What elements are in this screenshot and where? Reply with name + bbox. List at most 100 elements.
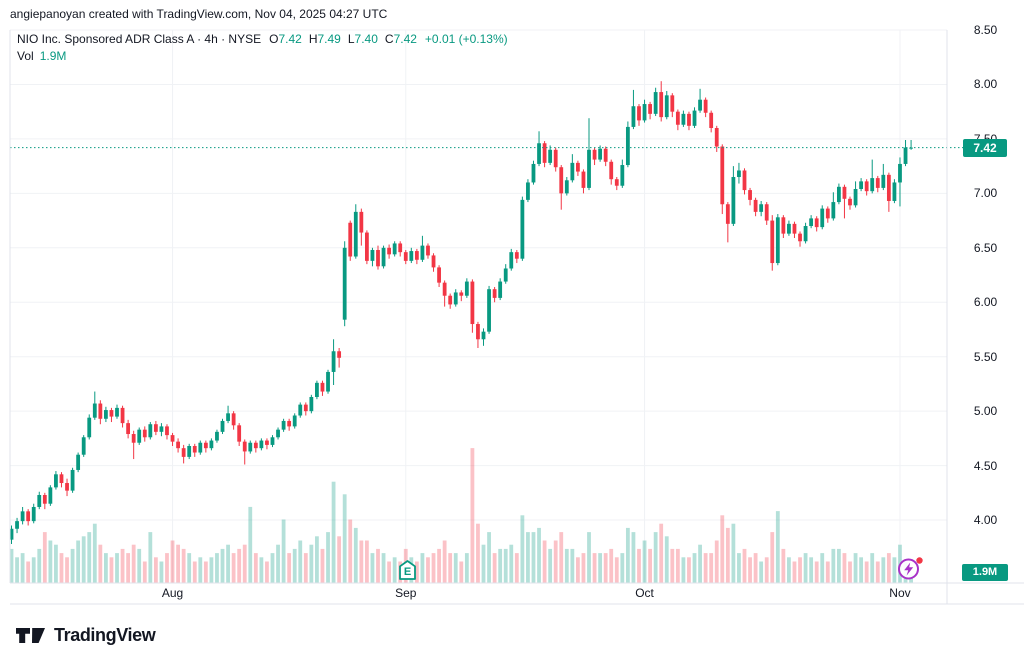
time-axis-label: Nov — [889, 586, 911, 600]
candle-body — [392, 243, 397, 255]
volume-bar — [459, 561, 464, 583]
volume-bar — [498, 548, 503, 583]
candle-body — [698, 99, 702, 111]
volume-bar — [142, 561, 147, 583]
volume-bar — [81, 536, 86, 583]
volume-bar — [620, 553, 625, 583]
candle-body — [76, 454, 81, 470]
volume-bar — [648, 548, 652, 583]
volume-bar — [431, 553, 436, 583]
volume-bar — [775, 511, 780, 583]
tradingview-logo[interactable]: TradingView — [15, 625, 156, 646]
candle-body — [403, 252, 408, 261]
candle-body — [459, 292, 464, 296]
candle-body — [453, 292, 458, 305]
candle-body — [203, 442, 208, 449]
volume-bar — [442, 540, 447, 583]
candle-body — [903, 147, 908, 164]
candle-body — [553, 149, 558, 168]
volume-bar — [553, 540, 558, 583]
candle-body — [248, 442, 253, 452]
candle-body — [309, 396, 314, 412]
candle-body — [265, 440, 269, 445]
volume-bar — [20, 553, 25, 583]
candle-body — [737, 170, 741, 178]
volume-bar — [253, 553, 258, 583]
candle-body — [409, 251, 414, 261]
volume-bar — [581, 553, 586, 583]
candle-body — [9, 528, 14, 540]
volume-bar — [198, 557, 203, 583]
candle-body — [303, 404, 308, 412]
volume-bar — [187, 553, 192, 583]
volume-bar — [381, 553, 386, 583]
candle-body — [181, 448, 186, 457]
volume-bar — [320, 548, 325, 583]
candle-body — [348, 222, 353, 257]
volume-bar — [414, 561, 419, 583]
time-axis[interactable]: Aug Sep Oct Nov — [0, 585, 1024, 604]
candle-body — [426, 245, 430, 256]
symbol-title[interactable]: NIO Inc. Sponsored ADR Class A · 4h · NY… — [17, 32, 262, 46]
candle-body — [292, 415, 297, 427]
volume-bar — [659, 523, 664, 583]
volume-bar — [576, 557, 580, 583]
candle-body — [703, 99, 708, 113]
earnings-letter: E — [404, 566, 411, 578]
symbol-legend[interactable]: NIO Inc. Sponsored ADR Class A · 4h · NY… — [17, 32, 508, 63]
candle-body — [681, 113, 686, 125]
candle-body — [770, 220, 775, 264]
candle-body — [559, 167, 564, 194]
candle-body — [326, 371, 330, 392]
candle-body — [664, 95, 669, 118]
candle-body — [759, 204, 764, 212]
volume-bar — [281, 519, 286, 583]
candle-body — [487, 289, 491, 332]
candle-body — [448, 295, 453, 305]
price-tick-label: 5.00 — [973, 404, 998, 419]
candle-body — [548, 149, 553, 163]
candle-body — [870, 178, 875, 192]
candle-body — [414, 251, 419, 260]
volume-bar — [276, 544, 280, 583]
volume-bar — [326, 532, 330, 583]
volume-bar — [892, 557, 897, 583]
candle-body — [775, 217, 780, 264]
candle-body — [220, 420, 225, 432]
volume-bar — [287, 553, 292, 583]
volume-bar — [259, 557, 264, 583]
volume-bar — [364, 540, 369, 583]
alert-lightning-icon[interactable] — [897, 556, 924, 582]
volume-bar — [598, 553, 603, 583]
volume-bar — [331, 481, 336, 583]
volume-bar — [759, 561, 764, 583]
candle-body — [470, 281, 475, 325]
volume-bar — [148, 532, 153, 583]
candle-body — [31, 506, 36, 522]
volume-bar — [303, 553, 308, 583]
volume-bar — [781, 548, 786, 583]
earnings-icon[interactable]: E — [399, 560, 417, 580]
volume-bar — [481, 544, 486, 583]
volume-bar — [115, 553, 119, 583]
candle-body — [481, 331, 486, 340]
volume-bar — [848, 561, 852, 583]
volume-bar — [292, 548, 297, 583]
volume-bar — [631, 532, 636, 583]
candle-body — [109, 410, 114, 417]
earnings-badge-shape: E — [399, 560, 417, 580]
candle-body — [215, 431, 219, 441]
volume-bar — [531, 532, 536, 583]
candle-body — [825, 208, 830, 219]
volume-bar — [248, 506, 253, 583]
candle-body — [526, 182, 530, 200]
price-axis[interactable]: 8.508.007.507.006.506.005.505.004.504.00… — [947, 0, 1024, 604]
volume-bar — [392, 557, 397, 583]
time-axis-label: Oct — [635, 586, 654, 600]
volume-bar — [87, 532, 92, 583]
candle-body — [753, 199, 758, 212]
candle-body — [581, 171, 586, 188]
volume-bar — [853, 553, 858, 583]
volume-bar — [181, 548, 186, 583]
